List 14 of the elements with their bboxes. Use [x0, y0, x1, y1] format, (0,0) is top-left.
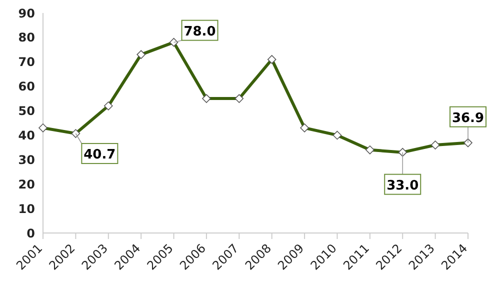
data-label: 78.0 [184, 24, 216, 40]
y-tick-label: 20 [18, 177, 35, 192]
y-tick-label: 40 [18, 128, 35, 142]
data-label: 36.9 [452, 110, 484, 126]
y-tick-label: 80 [18, 30, 35, 45]
data-label: 40.7 [84, 148, 116, 163]
y-tick-label: 30 [18, 152, 35, 167]
y-tick-label: 90 [18, 6, 35, 20]
y-tick-label: 50 [18, 104, 35, 118]
y-tick-label: 0 [26, 226, 35, 240]
y-tick-label: 60 [18, 80, 35, 94]
y-tick-label: 10 [18, 202, 35, 216]
y-tick-label: 70 [18, 55, 35, 70]
data-label: 33.0 [386, 178, 419, 194]
